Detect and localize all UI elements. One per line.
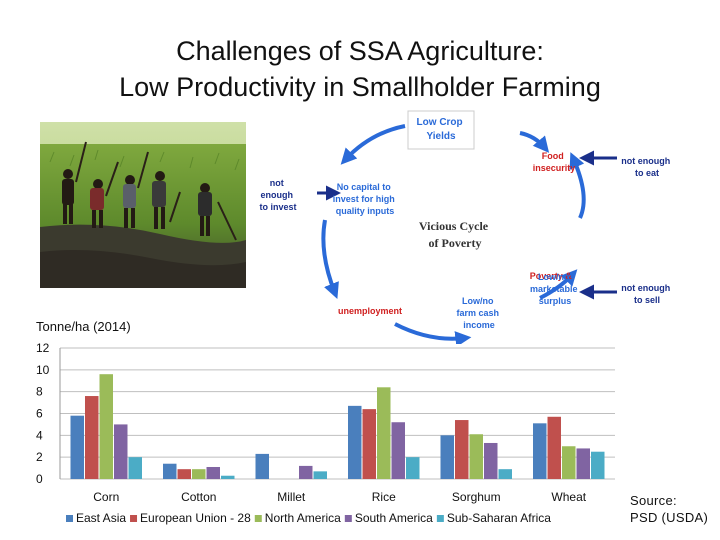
bar	[455, 420, 469, 479]
svg-text:not enough to eat: not enough to eat	[621, 156, 673, 178]
marketable-line1: Low/no	[538, 272, 570, 282]
food-insecurity-line2: insecurity	[533, 163, 576, 173]
not-enough-invest-line3: to invest	[259, 202, 296, 212]
source-line2: PSD (USDA)	[630, 510, 709, 525]
legend-label: North America	[265, 511, 341, 525]
center-line1: Vicious Cycle	[419, 219, 489, 233]
bar	[391, 422, 405, 479]
svg-text:not enough to sell: not enough to sell	[621, 283, 673, 305]
poverty-line2: unemployment	[338, 306, 402, 316]
bar	[498, 469, 512, 479]
bar	[70, 415, 84, 479]
legend-label: European Union - 28	[140, 511, 251, 525]
not-enough-sell-line1: not enough	[621, 283, 670, 293]
low-yields-line2: Yields	[426, 131, 456, 142]
legend-label: Sub-Saharan Africa	[447, 511, 551, 525]
legend-swatch	[254, 515, 262, 522]
legend-swatch	[66, 515, 73, 522]
y-tick-label: 6	[36, 407, 43, 421]
legend-swatch	[130, 515, 138, 522]
bar	[299, 465, 313, 479]
x-tick-label: Corn	[93, 490, 119, 504]
low-yields-line1: Low Crop	[417, 117, 463, 128]
slide-title-line2: Low Productivity in Smallholder Farming	[119, 72, 601, 102]
bar	[255, 453, 269, 479]
bar	[440, 435, 454, 479]
bar	[177, 469, 191, 479]
not-enough-invest-line2: enough	[260, 190, 293, 200]
bar	[85, 396, 99, 479]
no-capital-line1: No capital to	[337, 182, 392, 192]
x-tick-label: Rice	[372, 490, 396, 504]
bar	[221, 475, 235, 479]
bar	[362, 409, 376, 479]
legend-label: South America	[355, 511, 433, 525]
svg-text:Food insecurity: Food insecurity	[533, 151, 576, 173]
bar	[562, 446, 576, 479]
svg-text:Vicious Cycle of Poverty: Vicious Cycle of Poverty	[419, 219, 491, 250]
not-enough-eat-line2: to eat	[635, 168, 659, 178]
y-tick-label: 2	[36, 450, 43, 464]
poverty-line1: Poverty &	[530, 271, 573, 281]
bar	[348, 405, 362, 479]
bar	[206, 466, 220, 479]
bar	[114, 424, 128, 479]
bar	[163, 463, 177, 479]
cash-income-line3: income	[463, 320, 495, 330]
bar	[192, 469, 206, 479]
cash-income-line1: Low/no	[462, 296, 494, 306]
bar	[99, 374, 113, 479]
chart-y-axis-label: Tonne/ha (2014)	[36, 319, 131, 334]
bar	[547, 416, 561, 479]
y-tick-label: 8	[36, 385, 43, 399]
center-line2: of Poverty	[429, 236, 482, 250]
not-enough-sell-line2: to sell	[634, 295, 660, 305]
bar	[377, 387, 391, 479]
slide-title-line1: Challenges of SSA Agriculture:	[176, 36, 544, 66]
svg-text:Low Crop Yields: Low Crop Yields	[417, 117, 466, 142]
legend-swatch	[344, 515, 352, 522]
y-tick-label: 12	[36, 341, 50, 355]
side-arrows	[317, 150, 617, 300]
no-capital-line3: quality inputs	[336, 206, 395, 216]
y-tick-label: 10	[36, 363, 50, 377]
cycle-arrows	[321, 124, 586, 344]
vicious-cycle-diagram: Low Crop Yields Vicious Cycle of Poverty…	[259, 110, 673, 344]
svg-text:Low/no farm cash incom: Low/no farm cash income	[456, 296, 501, 330]
x-tick-label: Sorghum	[452, 490, 501, 504]
legend-swatch	[436, 515, 444, 522]
bar	[406, 457, 420, 479]
y-tick-label: 0	[36, 472, 43, 486]
not-enough-invest-line1: not	[270, 178, 284, 188]
svg-text:Low/no marketable surp: Low/no marketable surplus	[530, 272, 580, 306]
bar	[576, 448, 590, 479]
no-capital-line2: invest for high	[333, 194, 395, 204]
legend-label: East Asia	[76, 511, 126, 525]
bar	[128, 457, 142, 479]
svg-text:No capital to invest for h: No capital to invest for high quality in…	[333, 182, 398, 216]
bar	[313, 471, 327, 479]
x-tick-label: Cotton	[181, 490, 216, 504]
x-tick-label: Millet	[277, 490, 306, 504]
marketable-line2: marketable	[530, 284, 578, 294]
not-enough-eat-line1: not enough	[621, 156, 670, 166]
yield-bar-chart: 0 2 4 6 8 10 12 Corn Cotton Millet Rice Sorghum Whea…	[36, 341, 615, 525]
bar	[591, 451, 605, 479]
y-tick-label: 4	[36, 428, 43, 442]
source-note: Source: PSD (USDA)	[630, 492, 708, 526]
cash-income-line2: farm cash	[456, 308, 499, 318]
bar	[533, 423, 547, 479]
svg-text:not enough to invest: not enough to invest	[259, 178, 296, 212]
bar	[484, 442, 498, 479]
low-crop-yields-box	[407, 110, 475, 150]
farmers-photo	[40, 122, 246, 288]
x-tick-label: Wheat	[551, 490, 586, 504]
svg-text:Poverty & unemployment: Poverty & unemployment	[338, 271, 574, 316]
marketable-line3: surplus	[539, 296, 572, 306]
bar	[469, 434, 483, 479]
food-insecurity-line1: Food	[542, 151, 564, 161]
source-line1: Source:	[630, 493, 677, 508]
